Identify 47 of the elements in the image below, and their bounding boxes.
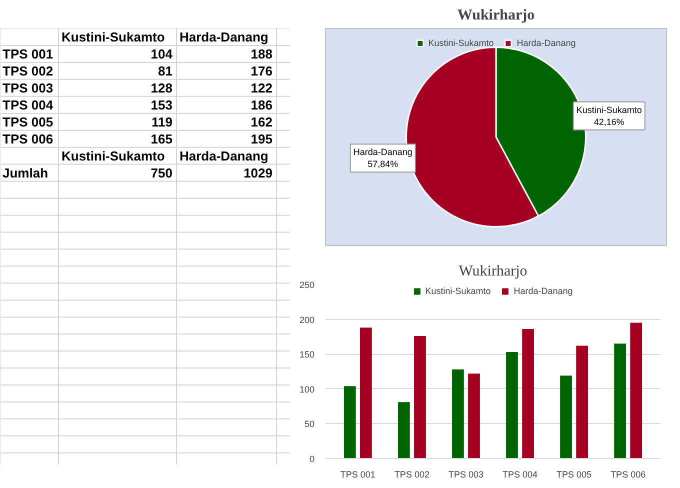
data-label: 750 [150,165,173,180]
text: Harda-Danang [180,148,268,164]
chart-title: Wukirharjo [457,8,535,24]
category-label: Jumlah [2,165,48,180]
data-label: 42,16% [594,116,624,127]
data-label: 162 [250,114,273,130]
x-tick-label: TPS 001 [340,470,376,480]
data-label: 153 [150,97,173,112]
data-label: 57,84% [368,159,398,170]
category-label: TPS 004 [2,97,54,112]
legend-label: Harda-Danang [516,38,576,48]
data-label: 1029 [244,165,272,180]
data-label: 119 [152,114,173,130]
legend-label: Kustini-Sukamto [428,38,494,48]
data-label: 165 [150,131,173,146]
data-label: 104 [150,46,174,62]
y-tick-label: 0 [309,454,315,464]
data-label: 176 [250,63,273,78]
x-tick-label: TPS 005 [556,470,592,480]
category-label: TPS 003 [2,80,54,96]
text: Kustini-Sukamto [62,29,165,44]
category-label: TPS 002 [2,63,54,78]
data-label: 122 [250,80,273,96]
text: Kustini-Sukamto [62,148,165,164]
x-tick-label: TPS 003 [448,470,484,480]
text: Harda-Danang [180,29,268,44]
category-label: TPS 001 [2,46,54,62]
y-tick-label: 250 [299,280,315,290]
slice-label: Kustini-Sukamto [576,104,642,115]
y-tick-label: 150 [299,350,315,360]
y-tick-label: 50 [304,419,315,430]
legend-label: Harda-Danang [514,286,573,296]
x-tick-label: TPS 002 [394,470,430,480]
x-tick-label: TPS 006 [610,470,646,480]
data-label: 188 [250,46,273,62]
data-label: 195 [250,131,273,146]
category-label: TPS 006 [2,131,54,146]
slice-label: Harda-Danang [353,147,412,158]
x-tick-label: TPS 004 [502,470,538,480]
data-label: 81 [158,63,173,78]
y-tick-label: 100 [299,384,315,394]
data-label: 128 [150,80,173,96]
y-tick-label: 200 [299,314,315,325]
category-label: TPS 005 [2,114,54,130]
data-label: 186 [250,97,273,112]
chart-title: Wukirharjo [458,264,528,280]
legend-label: Kustini-Sukamto [425,286,491,296]
